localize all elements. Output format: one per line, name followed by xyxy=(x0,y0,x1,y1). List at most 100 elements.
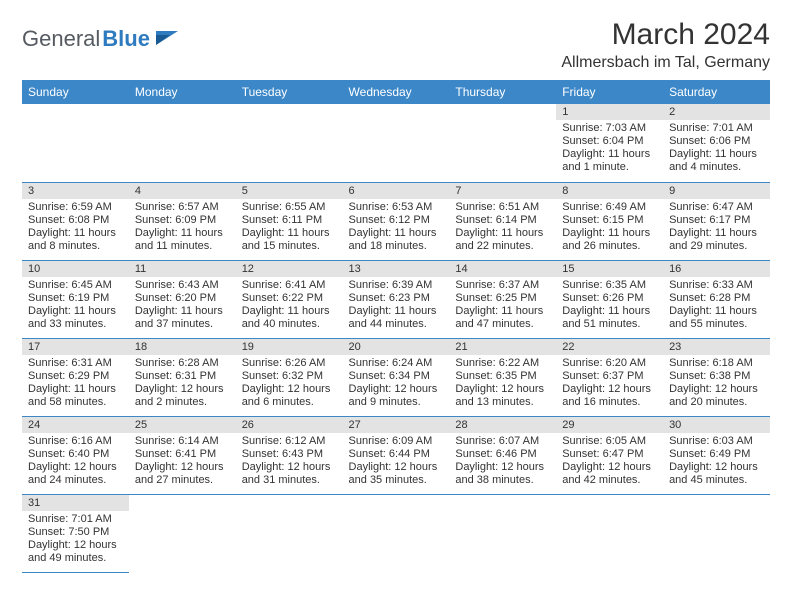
day-body: Sunrise: 6:51 AMSunset: 6:14 PMDaylight:… xyxy=(449,199,556,255)
calendar-header-row: SundayMondayTuesdayWednesdayThursdayFrid… xyxy=(22,80,770,104)
sunrise-text: Sunrise: 6:33 AM xyxy=(669,279,764,292)
sunset-text: Sunset: 6:46 PM xyxy=(455,448,550,461)
day-number: 21 xyxy=(449,339,556,355)
day-number: 24 xyxy=(22,417,129,433)
logo-text-general: General xyxy=(22,26,100,52)
day-body: Sunrise: 6:57 AMSunset: 6:09 PMDaylight:… xyxy=(129,199,236,255)
day-body: Sunrise: 6:07 AMSunset: 6:46 PMDaylight:… xyxy=(449,433,556,489)
title-block: March 2024 Allmersbach im Tal, Germany xyxy=(561,18,770,74)
daylight-text: Daylight: 12 hours and 45 minutes. xyxy=(669,461,764,487)
daylight-text: Daylight: 12 hours and 2 minutes. xyxy=(135,383,230,409)
calendar-cell xyxy=(129,104,236,182)
day-number: 7 xyxy=(449,183,556,199)
daylight-text: Daylight: 12 hours and 49 minutes. xyxy=(28,539,123,565)
calendar-cell xyxy=(129,494,236,572)
sunset-text: Sunset: 6:26 PM xyxy=(562,292,657,305)
day-number: 22 xyxy=(556,339,663,355)
day-body: Sunrise: 6:49 AMSunset: 6:15 PMDaylight:… xyxy=(556,199,663,255)
day-body: Sunrise: 6:28 AMSunset: 6:31 PMDaylight:… xyxy=(129,355,236,411)
day-body: Sunrise: 7:01 AMSunset: 6:06 PMDaylight:… xyxy=(663,120,770,176)
daylight-text: Daylight: 12 hours and 6 minutes. xyxy=(242,383,337,409)
day-body: Sunrise: 6:41 AMSunset: 6:22 PMDaylight:… xyxy=(236,277,343,333)
calendar-week-row: 31Sunrise: 7:01 AMSunset: 7:50 PMDayligh… xyxy=(22,494,770,572)
day-number: 25 xyxy=(129,417,236,433)
calendar-cell: 25Sunrise: 6:14 AMSunset: 6:41 PMDayligh… xyxy=(129,416,236,494)
calendar-cell: 22Sunrise: 6:20 AMSunset: 6:37 PMDayligh… xyxy=(556,338,663,416)
day-number: 8 xyxy=(556,183,663,199)
sunrise-text: Sunrise: 6:07 AM xyxy=(455,435,550,448)
daylight-text: Daylight: 11 hours and 40 minutes. xyxy=(242,305,337,331)
sunset-text: Sunset: 6:49 PM xyxy=(669,448,764,461)
calendar-cell: 27Sunrise: 6:09 AMSunset: 6:44 PMDayligh… xyxy=(343,416,450,494)
sunrise-text: Sunrise: 6:14 AM xyxy=(135,435,230,448)
daylight-text: Daylight: 11 hours and 37 minutes. xyxy=(135,305,230,331)
calendar-week-row: 17Sunrise: 6:31 AMSunset: 6:29 PMDayligh… xyxy=(22,338,770,416)
calendar-cell xyxy=(343,104,450,182)
daylight-text: Daylight: 12 hours and 38 minutes. xyxy=(455,461,550,487)
daylight-text: Daylight: 11 hours and 44 minutes. xyxy=(349,305,444,331)
calendar-cell: 29Sunrise: 6:05 AMSunset: 6:47 PMDayligh… xyxy=(556,416,663,494)
calendar-body: 1Sunrise: 7:03 AMSunset: 6:04 PMDaylight… xyxy=(22,104,770,572)
calendar-cell: 12Sunrise: 6:41 AMSunset: 6:22 PMDayligh… xyxy=(236,260,343,338)
sunset-text: Sunset: 6:06 PM xyxy=(669,135,764,148)
calendar-cell: 3Sunrise: 6:59 AMSunset: 6:08 PMDaylight… xyxy=(22,182,129,260)
day-number: 12 xyxy=(236,261,343,277)
calendar-cell: 20Sunrise: 6:24 AMSunset: 6:34 PMDayligh… xyxy=(343,338,450,416)
calendar-cell xyxy=(663,494,770,572)
day-body: Sunrise: 6:31 AMSunset: 6:29 PMDaylight:… xyxy=(22,355,129,411)
calendar-cell: 16Sunrise: 6:33 AMSunset: 6:28 PMDayligh… xyxy=(663,260,770,338)
day-body: Sunrise: 6:33 AMSunset: 6:28 PMDaylight:… xyxy=(663,277,770,333)
calendar-cell: 14Sunrise: 6:37 AMSunset: 6:25 PMDayligh… xyxy=(449,260,556,338)
sunset-text: Sunset: 6:38 PM xyxy=(669,370,764,383)
daylight-text: Daylight: 11 hours and 58 minutes. xyxy=(28,383,123,409)
daylight-text: Daylight: 11 hours and 4 minutes. xyxy=(669,148,764,174)
weekday-header: Wednesday xyxy=(343,80,450,104)
day-body: Sunrise: 6:26 AMSunset: 6:32 PMDaylight:… xyxy=(236,355,343,411)
sunset-text: Sunset: 6:32 PM xyxy=(242,370,337,383)
daylight-text: Daylight: 11 hours and 18 minutes. xyxy=(349,227,444,253)
calendar-cell: 18Sunrise: 6:28 AMSunset: 6:31 PMDayligh… xyxy=(129,338,236,416)
sunset-text: Sunset: 6:19 PM xyxy=(28,292,123,305)
day-body: Sunrise: 7:03 AMSunset: 6:04 PMDaylight:… xyxy=(556,120,663,176)
weekday-header: Sunday xyxy=(22,80,129,104)
sunrise-text: Sunrise: 6:20 AM xyxy=(562,357,657,370)
sunrise-text: Sunrise: 6:59 AM xyxy=(28,201,123,214)
calendar-week-row: 24Sunrise: 6:16 AMSunset: 6:40 PMDayligh… xyxy=(22,416,770,494)
sunset-text: Sunset: 6:11 PM xyxy=(242,214,337,227)
sunset-text: Sunset: 6:25 PM xyxy=(455,292,550,305)
sunset-text: Sunset: 6:35 PM xyxy=(455,370,550,383)
day-body: Sunrise: 6:43 AMSunset: 6:20 PMDaylight:… xyxy=(129,277,236,333)
day-body: Sunrise: 6:12 AMSunset: 6:43 PMDaylight:… xyxy=(236,433,343,489)
calendar-table: SundayMondayTuesdayWednesdayThursdayFrid… xyxy=(22,80,770,573)
daylight-text: Daylight: 12 hours and 27 minutes. xyxy=(135,461,230,487)
day-body: Sunrise: 6:39 AMSunset: 6:23 PMDaylight:… xyxy=(343,277,450,333)
sunrise-text: Sunrise: 6:22 AM xyxy=(455,357,550,370)
day-number: 3 xyxy=(22,183,129,199)
day-body: Sunrise: 6:18 AMSunset: 6:38 PMDaylight:… xyxy=(663,355,770,411)
sunset-text: Sunset: 6:29 PM xyxy=(28,370,123,383)
calendar-week-row: 10Sunrise: 6:45 AMSunset: 6:19 PMDayligh… xyxy=(22,260,770,338)
day-number: 14 xyxy=(449,261,556,277)
calendar-cell xyxy=(449,494,556,572)
day-number: 15 xyxy=(556,261,663,277)
day-number: 16 xyxy=(663,261,770,277)
day-number: 11 xyxy=(129,261,236,277)
sunrise-text: Sunrise: 6:43 AM xyxy=(135,279,230,292)
sunrise-text: Sunrise: 6:41 AM xyxy=(242,279,337,292)
sunset-text: Sunset: 6:28 PM xyxy=(669,292,764,305)
weekday-header: Friday xyxy=(556,80,663,104)
sunrise-text: Sunrise: 6:31 AM xyxy=(28,357,123,370)
calendar-cell xyxy=(22,104,129,182)
sunset-text: Sunset: 6:22 PM xyxy=(242,292,337,305)
calendar-cell: 8Sunrise: 6:49 AMSunset: 6:15 PMDaylight… xyxy=(556,182,663,260)
day-number: 4 xyxy=(129,183,236,199)
calendar-cell: 19Sunrise: 6:26 AMSunset: 6:32 PMDayligh… xyxy=(236,338,343,416)
sunrise-text: Sunrise: 7:01 AM xyxy=(669,122,764,135)
calendar-cell: 4Sunrise: 6:57 AMSunset: 6:09 PMDaylight… xyxy=(129,182,236,260)
sunrise-text: Sunrise: 6:45 AM xyxy=(28,279,123,292)
day-body: Sunrise: 6:47 AMSunset: 6:17 PMDaylight:… xyxy=(663,199,770,255)
daylight-text: Daylight: 11 hours and 29 minutes. xyxy=(669,227,764,253)
daylight-text: Daylight: 11 hours and 8 minutes. xyxy=(28,227,123,253)
sunrise-text: Sunrise: 6:12 AM xyxy=(242,435,337,448)
day-body: Sunrise: 6:53 AMSunset: 6:12 PMDaylight:… xyxy=(343,199,450,255)
